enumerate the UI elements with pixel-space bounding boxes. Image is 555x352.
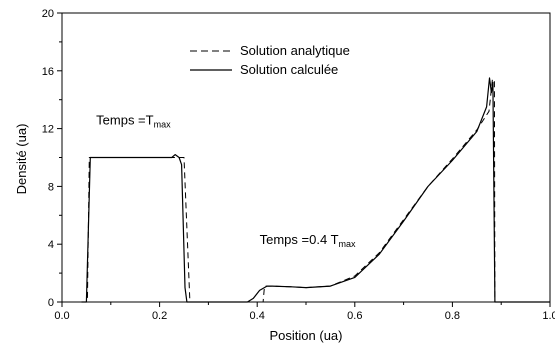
series-line-analytique (81, 79, 550, 303)
y-tick-label: 0 (48, 297, 54, 309)
y-tick-label: 4 (48, 239, 54, 251)
x-tick-label: 0.8 (445, 310, 460, 322)
legend: Solution analytique Solution calculée (190, 43, 350, 77)
legend-label-calculee: Solution calculée (240, 62, 338, 77)
x-tick-label: 0.0 (54, 310, 69, 322)
y-tick-label: 12 (42, 124, 54, 136)
legend-label-analytique: Solution analytique (240, 43, 350, 58)
x-axis-label: Position (ua) (270, 328, 343, 343)
axes: 0.0 0.2 0.4 0.6 0.8 1.0 0 4 8 12 16 20 (42, 8, 555, 322)
annotation-text: Temps =0.4 T (260, 232, 339, 247)
annotation-text: Temps =T (96, 112, 153, 127)
y-axis-label: Densité (ua) (14, 124, 29, 195)
series-line-calculee (81, 77, 550, 303)
annotation-subscript: max (339, 239, 357, 249)
x-tick-label: 0.4 (250, 310, 265, 322)
y-tick-label: 8 (48, 181, 54, 193)
annotation-label: Temps =Tmax (96, 112, 171, 129)
annotation-subscript: max (154, 119, 172, 129)
y-tick-label: 20 (42, 8, 54, 20)
series-lines (81, 77, 550, 303)
y-tick-label: 16 (42, 66, 54, 78)
x-tick-label: 1.0 (542, 310, 555, 322)
x-tick-label: 0.6 (347, 310, 362, 322)
x-tick-label: 0.2 (152, 310, 167, 322)
annotation-label: Temps =0.4 Tmax (260, 232, 356, 249)
